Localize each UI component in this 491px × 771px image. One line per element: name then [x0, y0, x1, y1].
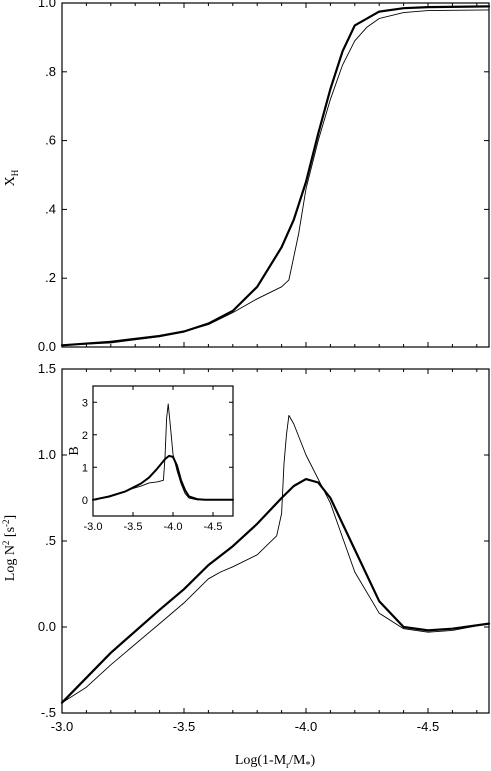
inset-y-tick-label: 0: [82, 495, 88, 507]
top-series: [60, 5, 491, 347]
inset-plot-frame: [92, 385, 234, 517]
top-y-tick-label: .4: [45, 201, 56, 216]
bottom-y-tick-label: 1.5: [38, 361, 56, 376]
bottom-x-axis-label: Log(1-Mr/M*): [235, 753, 316, 771]
bottom-panel: -3.0 -3.5 -4.0 -4.5 -.5 0.0 .5 1.0 1.5 Log N2 […: [1, 361, 491, 771]
top-series-thick-line: [60, 5, 491, 347]
bottom-series: [60, 414, 491, 704]
bottom-y-axis-label: Log N2 [s-2]: [1, 515, 18, 581]
inset-series-thin-line: [92, 403, 234, 501]
inset-x-ticks: -3.0 -3.5 -4.0 -4.5: [84, 386, 223, 533]
inset-y-ticks: 0 1 2 3: [82, 397, 233, 507]
top-x-ticks: [61, 3, 478, 347]
bottom-x-tick-label: -4.0: [295, 719, 317, 734]
top-y-tick-label: 1.0: [38, 0, 56, 10]
inset-y-axis-label: B: [67, 446, 82, 455]
top-series-thin-line: [61, 9, 490, 346]
inset-y-tick-label: 2: [82, 430, 88, 442]
bottom-x-tick-label: -3.0: [51, 719, 73, 734]
bottom-y-tick-label: -.5: [41, 705, 56, 720]
inset-y-tick-label: 1: [82, 462, 88, 474]
top-plot-frame: [61, 2, 490, 348]
bottom-plot-frame: [61, 368, 490, 714]
top-y-axis-label: XH: [3, 169, 20, 186]
bottom-y-ticks: -.5 0.0 .5 1.0 1.5: [38, 361, 489, 720]
top-y-tick-label: 0.0: [38, 339, 56, 354]
inset-panel: -3.0 -3.5 -4.0 -4.5 0 1 2 3 B: [67, 385, 234, 533]
inset-y-tick-label: 3: [82, 397, 88, 409]
bottom-y-tick-label: 0.0: [38, 619, 56, 634]
bottom-x-tick-label: -4.5: [417, 719, 439, 734]
bottom-series-thin-line: [61, 414, 490, 704]
top-y-tick-label: .6: [45, 133, 56, 148]
top-y-ticks: 0.0 .2 .4 .6 .8 1.0: [38, 0, 489, 354]
inset-x-tick-label: -3.0: [84, 521, 103, 533]
inset-x-tick-label: -4.5: [204, 521, 223, 533]
bottom-x-ticks: -3.0 -3.5 -4.0 -4.5: [51, 369, 478, 734]
bottom-x-tick-label: -3.5: [173, 719, 195, 734]
top-panel: 0.0 .2 .4 .6 .8 1.0 XH: [3, 0, 491, 354]
inset-x-tick-label: -4.0: [164, 521, 183, 533]
bottom-y-tick-label: 1.0: [38, 447, 56, 462]
bottom-y-tick-label: .5: [45, 533, 56, 548]
bottom-series-thick-line: [60, 478, 491, 704]
svg-text:XH: XH: [3, 169, 20, 186]
inset-series-thick-line: [92, 454, 234, 501]
svg-text:Log N2 [s-2]: Log N2 [s-2]: [1, 515, 18, 581]
top-y-tick-label: .2: [45, 270, 56, 285]
top-y-tick-label: .8: [45, 64, 56, 79]
inset-x-tick-label: -3.5: [124, 521, 143, 533]
inset-series: [92, 403, 234, 501]
